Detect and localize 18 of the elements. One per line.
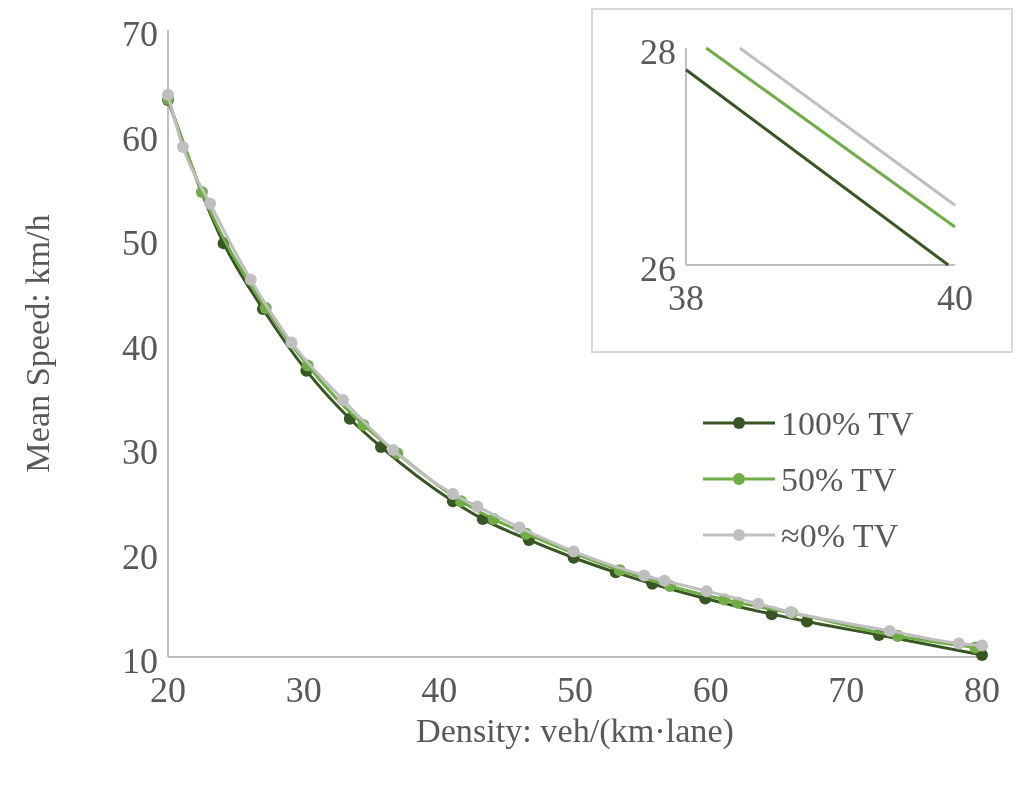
y-tick-label: 30	[122, 432, 158, 473]
y-tick-label: 70	[122, 14, 158, 55]
x-tick-label: 80	[964, 670, 1000, 710]
x-tick-label: 60	[692, 670, 729, 710]
y-tick-label: 28	[640, 32, 676, 73]
legend-label: 50% TV	[781, 460, 897, 498]
x-tick-label: 70	[828, 670, 865, 710]
legend-label: 100% TV	[781, 404, 914, 442]
y-tick-label: 60	[122, 118, 158, 159]
legend-label: ≈0% TV	[781, 516, 899, 554]
y-tick-label: 40	[122, 327, 158, 368]
y-tick-label: 50	[122, 223, 158, 264]
y-tick-label: 20	[122, 536, 158, 577]
x-tick-label: 40	[421, 670, 458, 710]
y-axis-title: Mean Speed: km/h	[19, 214, 57, 473]
x-axis-title: Density: veh/(km·lane)	[415, 711, 735, 750]
x-tick-label: 50	[557, 670, 593, 710]
x-tick-label: 30	[285, 670, 322, 710]
